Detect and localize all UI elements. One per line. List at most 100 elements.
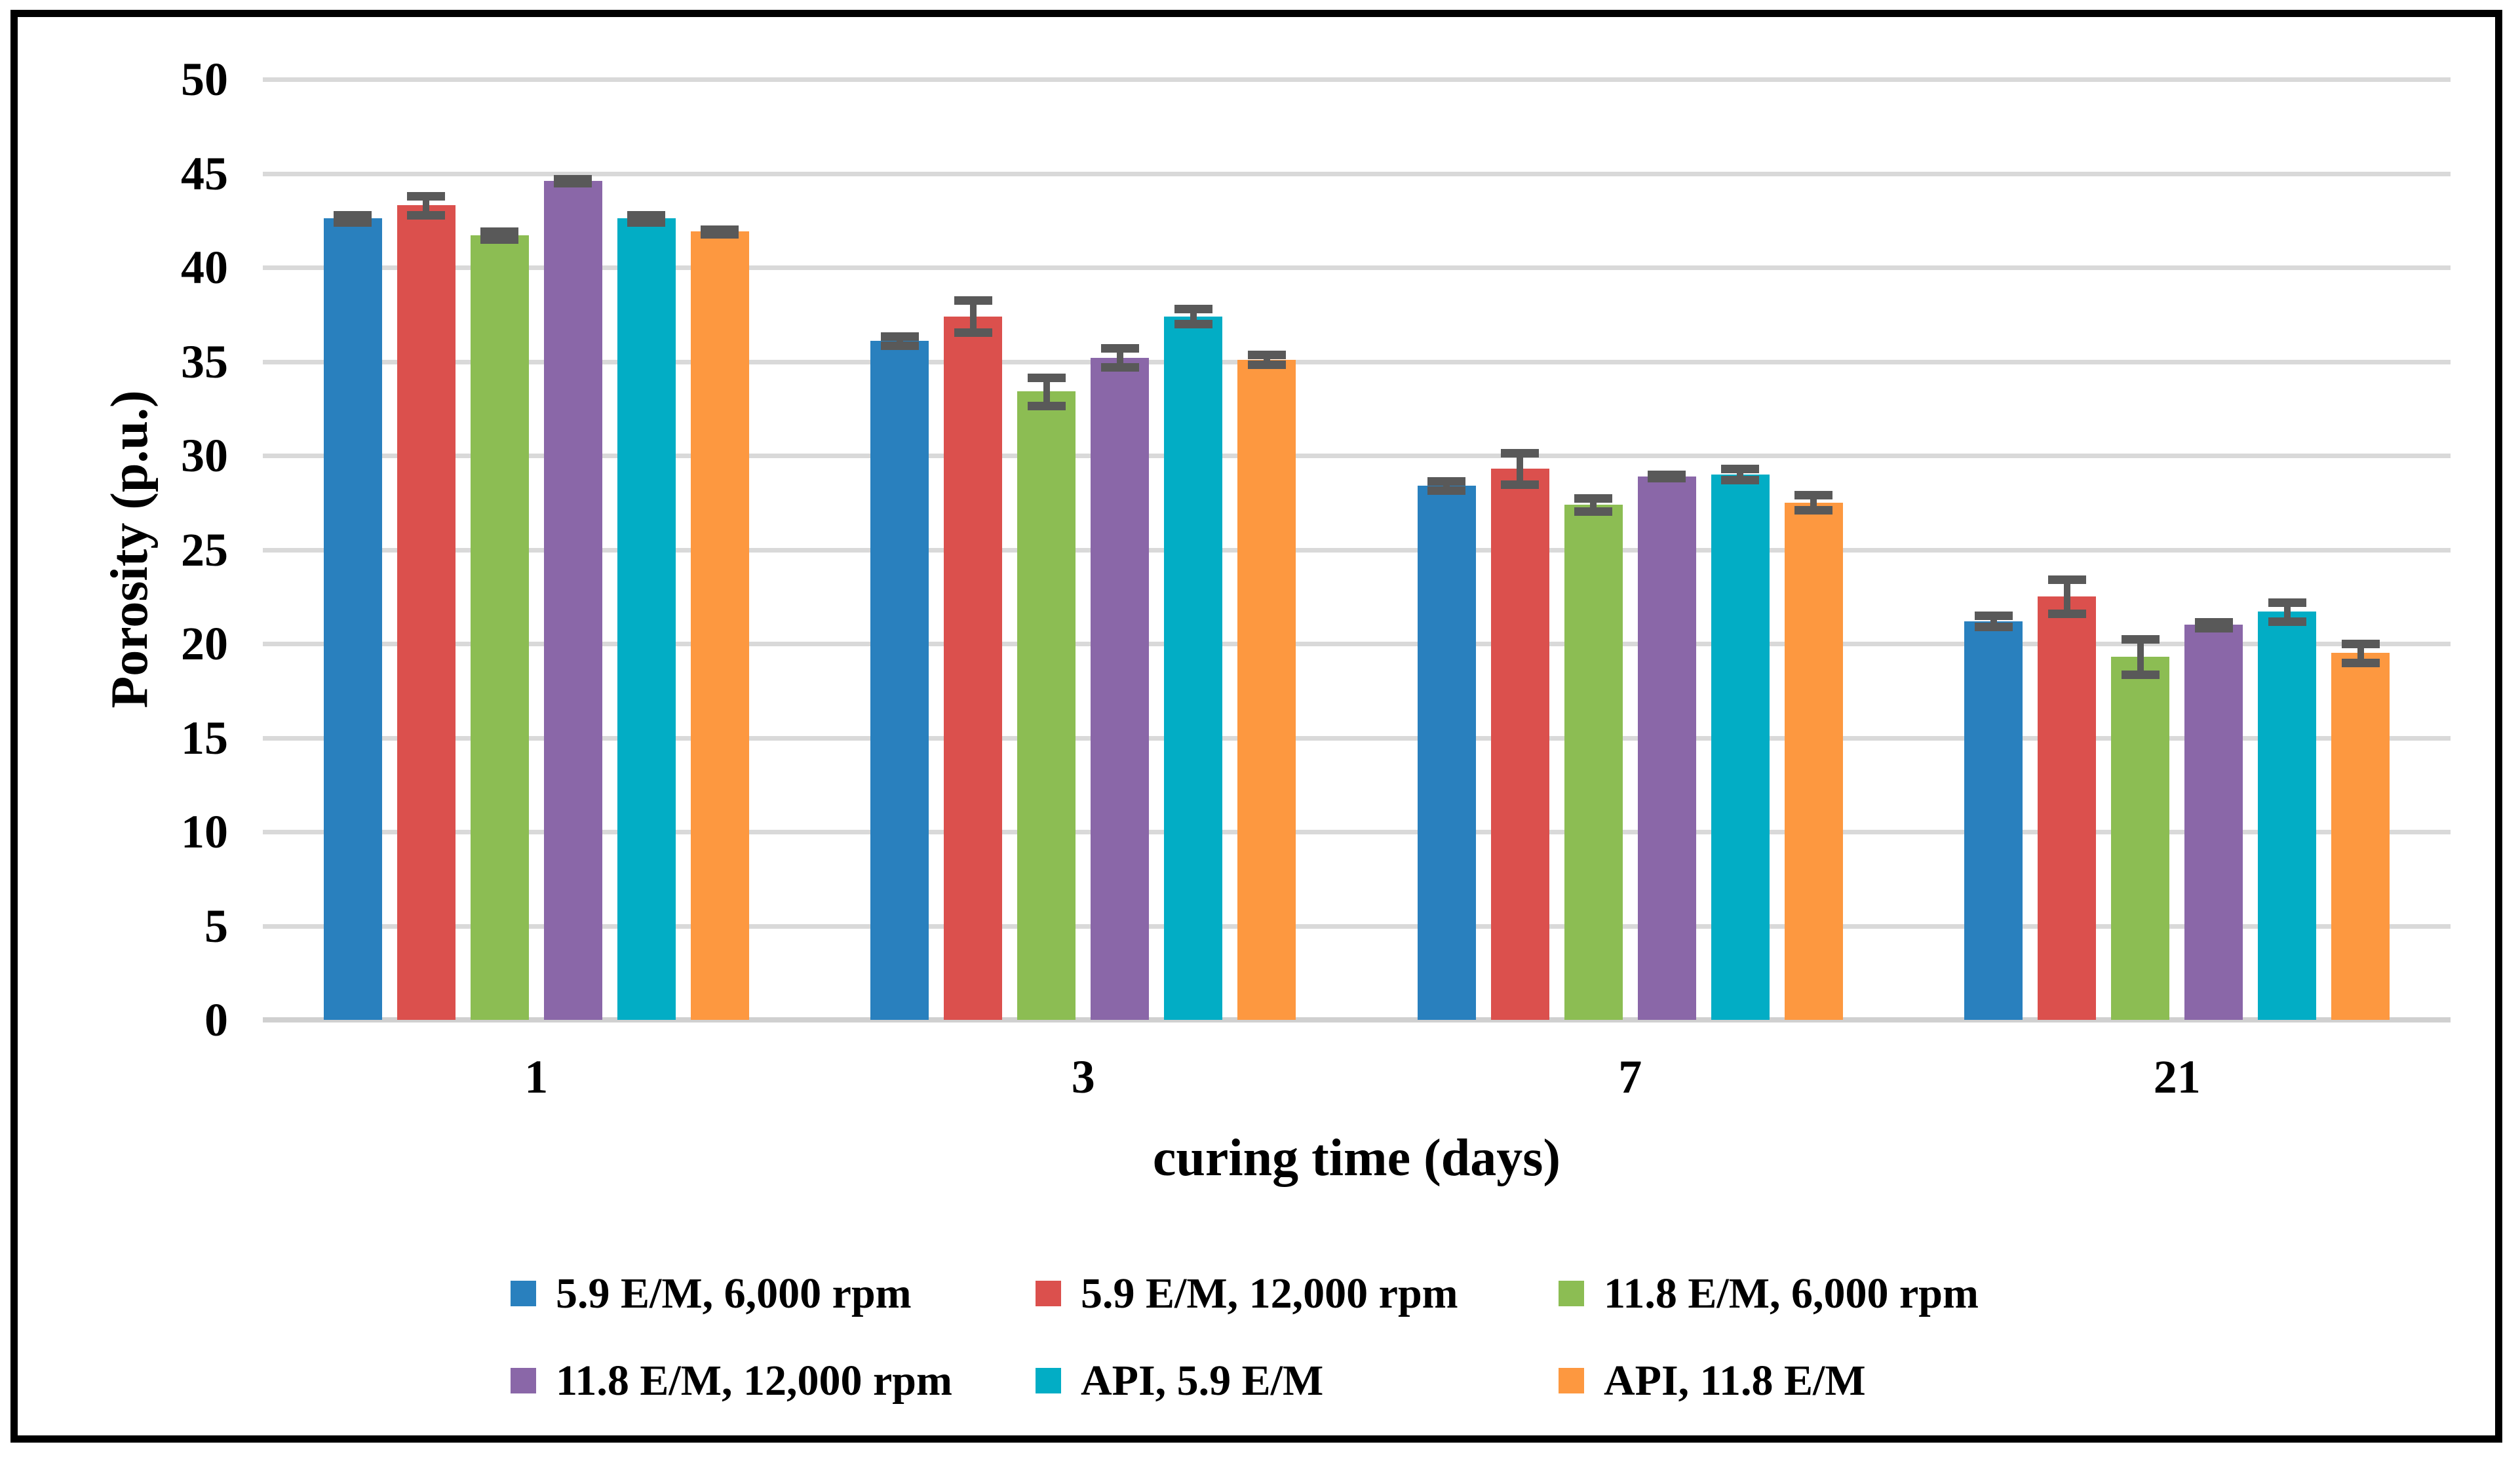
bar [617,218,676,1020]
bar [1784,502,1843,1020]
figure-frame: 0 5 10 15 20 25 30 35 40 45 50 1 3 7 21 Porosity (p.u.… [10,10,2502,1443]
legend-swatch [1036,1368,1061,1393]
bar [2111,657,2170,1020]
y-tick-label: 0 [204,994,228,1046]
y-gridline [263,735,2451,741]
error-bar-cap-bottom [2341,658,2380,667]
y-tick-label: 15 [181,711,228,764]
error-bar-cap-bottom [880,341,919,351]
error-bar-cap-top [1794,491,1833,500]
error-bar-line [1190,309,1197,324]
legend-swatch [1559,1281,1584,1306]
legend-label: 5.9 E/M, 12,000 rpm [1081,1269,1458,1317]
error-bar-line [2283,602,2291,621]
error-bar-line [1443,480,1450,491]
error-bar-line [1990,615,1997,627]
error-bar-line [1116,348,1123,368]
error-bar-line [1517,452,1524,485]
legend-item: 5.9 E/M, 6,000 rpm [511,1270,912,1317]
error-bar-cap-bottom [2268,617,2306,626]
error-bar-line [2137,638,2144,675]
error-bar-line [896,336,903,346]
error-bar-cap-top [880,332,919,341]
error-bar-cap-top [480,227,519,237]
error-bar-cap-bottom [1100,363,1139,372]
bar [1637,476,1696,1020]
bar [1091,357,1150,1020]
error-bar-cap-bottom [1027,401,1066,410]
error-bar-cap-bottom [407,210,446,220]
error-bar-cap-bottom [1247,360,1286,369]
bar [1017,391,1076,1020]
bar [2331,653,2390,1020]
error-bar-cap-bottom [1574,507,1613,516]
legend-label: API, 11.8 E/M [1604,1356,1866,1405]
error-bar-cap-bottom [1794,506,1833,515]
legend-item: 11.8 E/M, 12,000 rpm [511,1357,952,1405]
bar [1490,469,1549,1020]
y-axis-title: Porosity (p.u.) [101,390,159,709]
legend-label: 11.8 E/M, 12,000 rpm [556,1356,952,1405]
y-gridline [263,547,2451,553]
y-gridline [263,924,2451,929]
y-tick-label: 50 [181,53,228,106]
bar [1237,359,1296,1020]
y-gridline [263,830,2451,834]
bar [870,340,929,1020]
bar [2258,612,2317,1020]
error-bar-cap-bottom [1648,474,1686,483]
error-bar-cap-top [1721,465,1760,474]
y-tick-label: 30 [181,429,228,482]
error-bar-line [2063,579,2070,614]
error-bar-cap-bottom [2194,623,2233,632]
bar [397,205,456,1020]
legend-item: 11.8 E/M, 6,000 rpm [1559,1270,1979,1317]
error-bar-line [1263,355,1270,364]
legend-swatch [511,1281,536,1306]
error-bar-cap-bottom [1501,480,1540,490]
error-bar-cap-top [1247,351,1286,360]
y-tick-label: 10 [181,806,228,858]
legend-label: API, 5.9 E/M [1081,1356,1324,1405]
x-category-label: 3 [1071,1051,1095,1103]
error-bar-cap-top [2121,634,2160,644]
y-gridline [263,77,2451,82]
error-bar-cap-bottom [1721,476,1760,485]
y-tick-label: 35 [181,335,228,388]
legend-item: API, 11.8 E/M [1559,1357,1866,1405]
error-bar-cap-bottom [334,218,372,227]
bar [1164,316,1223,1020]
error-bar-cap-bottom [1974,623,2013,632]
bar [944,316,1003,1020]
error-bar-cap-top [1574,494,1613,503]
bar [323,218,382,1020]
error-bar-cap-bottom [627,218,666,227]
error-bar-cap-bottom [1427,486,1466,496]
y-tick-label: 25 [181,523,228,576]
y-tick-label: 20 [181,617,228,670]
y-gridline [263,454,2451,458]
error-bar-cap-top [2341,640,2380,648]
error-bar-cap-top [2047,575,2086,585]
error-bar-cap-bottom [2047,610,2086,619]
bar [2184,625,2243,1020]
x-axis-line [263,1017,2451,1022]
y-tick-label: 40 [181,241,228,294]
bar [1417,485,1476,1020]
error-bar-cap-top [407,191,446,201]
y-gridline [263,642,2451,646]
error-bar-line [1737,469,1744,480]
bar [543,180,602,1020]
bar [690,231,749,1020]
error-bar-cap-top [1100,344,1139,353]
bar [2038,596,2097,1020]
error-bar-cap-top [1174,305,1212,314]
error-bar-cap-top [1027,373,1066,382]
error-bar-cap-top [2268,598,2306,607]
error-bar-cap-bottom [954,328,992,337]
legend-swatch [511,1368,536,1393]
legend-label: 11.8 E/M, 6,000 rpm [1604,1269,1979,1317]
error-bar-line [1590,497,1597,511]
y-tick-label: 5 [204,899,228,952]
legend-swatch [1036,1281,1061,1306]
